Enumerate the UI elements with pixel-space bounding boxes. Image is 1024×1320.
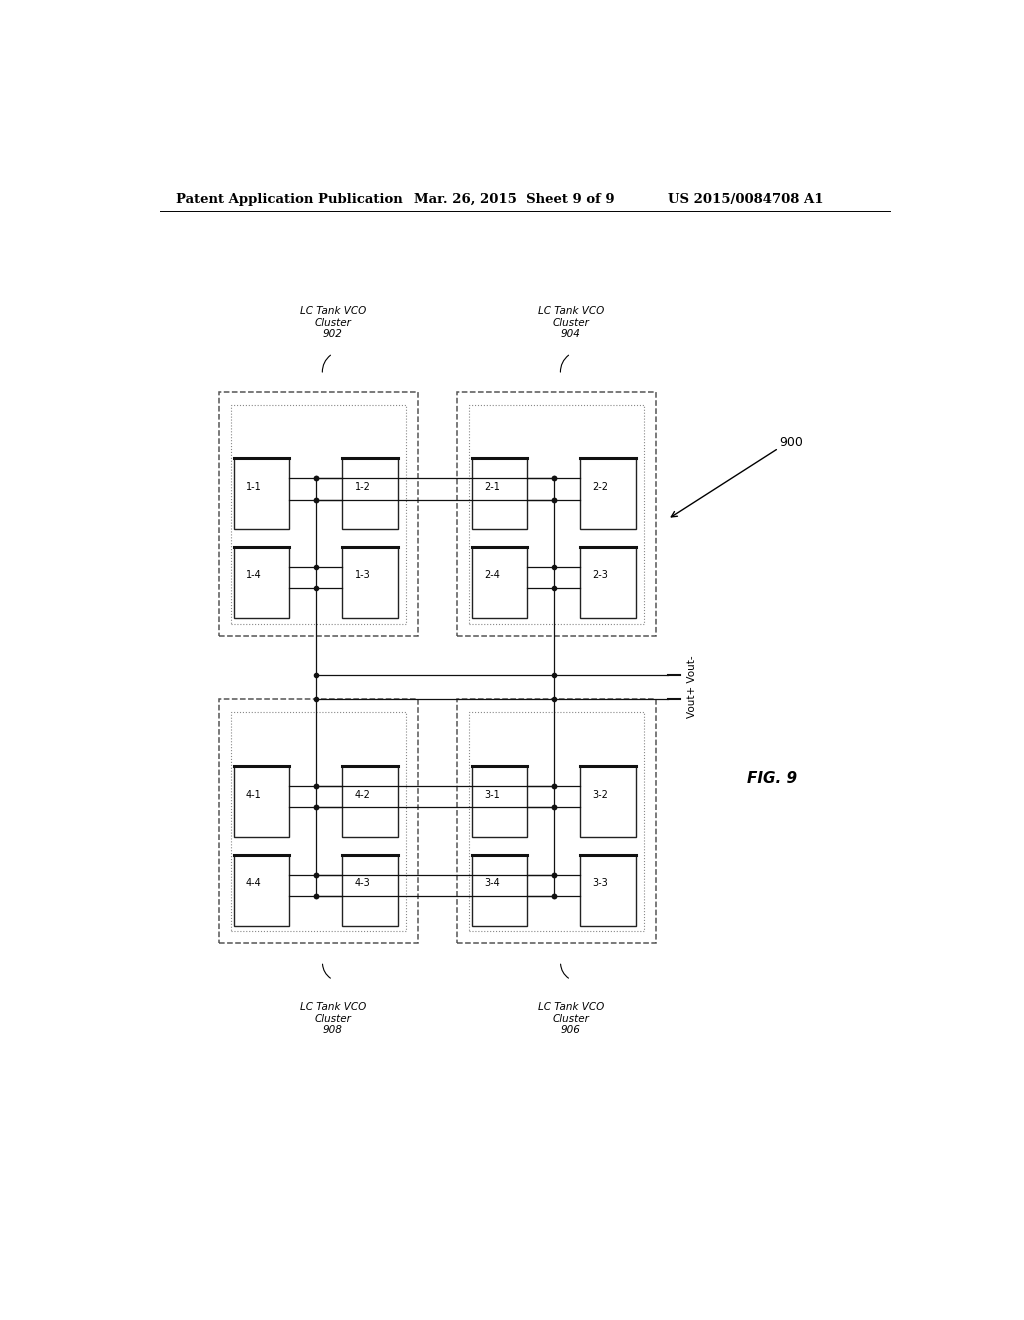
Text: 1-1: 1-1	[246, 482, 261, 491]
Text: 3-1: 3-1	[484, 789, 500, 800]
Bar	[233, 458, 289, 529]
Bar	[233, 546, 289, 618]
Bar	[233, 766, 289, 837]
Bar	[342, 854, 398, 925]
Text: 4-3: 4-3	[354, 878, 371, 888]
Bar	[472, 766, 527, 837]
Bar	[342, 458, 398, 529]
Text: Vout+ Vout-: Vout+ Vout-	[687, 656, 697, 718]
Bar	[581, 546, 636, 618]
Bar	[581, 854, 636, 925]
Text: 3-4: 3-4	[484, 878, 500, 888]
Text: FIG. 9: FIG. 9	[748, 771, 797, 785]
Text: 2-4: 2-4	[484, 570, 500, 579]
Text: 3-2: 3-2	[593, 789, 608, 800]
Text: 2-1: 2-1	[484, 482, 500, 491]
Bar	[219, 700, 418, 942]
Text: US 2015/0084708 A1: US 2015/0084708 A1	[668, 193, 823, 206]
Bar	[469, 405, 644, 624]
Bar	[472, 546, 527, 618]
Bar	[469, 713, 644, 931]
Text: 3-3: 3-3	[593, 878, 608, 888]
Text: LC Tank VCO
Cluster
906: LC Tank VCO Cluster 906	[538, 1002, 604, 1035]
Text: LC Tank VCO
Cluster
902: LC Tank VCO Cluster 902	[300, 306, 366, 339]
Text: 1-4: 1-4	[246, 570, 261, 579]
Bar	[219, 392, 418, 636]
Bar	[231, 713, 406, 931]
Text: 4-1: 4-1	[246, 789, 261, 800]
Bar	[458, 700, 655, 942]
Text: 2-2: 2-2	[593, 482, 608, 491]
Bar	[581, 766, 636, 837]
Text: 1-2: 1-2	[354, 482, 371, 491]
Text: Mar. 26, 2015  Sheet 9 of 9: Mar. 26, 2015 Sheet 9 of 9	[414, 193, 614, 206]
Text: 2-3: 2-3	[593, 570, 608, 579]
Bar	[231, 405, 406, 624]
Text: 4-2: 4-2	[354, 789, 371, 800]
Bar	[472, 458, 527, 529]
Bar	[233, 854, 289, 925]
Text: 4-4: 4-4	[246, 878, 261, 888]
Text: Patent Application Publication: Patent Application Publication	[176, 193, 402, 206]
Text: 1-3: 1-3	[354, 570, 371, 579]
Bar	[342, 546, 398, 618]
Bar	[342, 766, 398, 837]
Bar	[458, 392, 655, 636]
Text: LC Tank VCO
Cluster
908: LC Tank VCO Cluster 908	[300, 1002, 366, 1035]
Bar	[472, 854, 527, 925]
Text: 900: 900	[778, 437, 803, 450]
Text: LC Tank VCO
Cluster
904: LC Tank VCO Cluster 904	[538, 306, 604, 339]
Bar	[581, 458, 636, 529]
